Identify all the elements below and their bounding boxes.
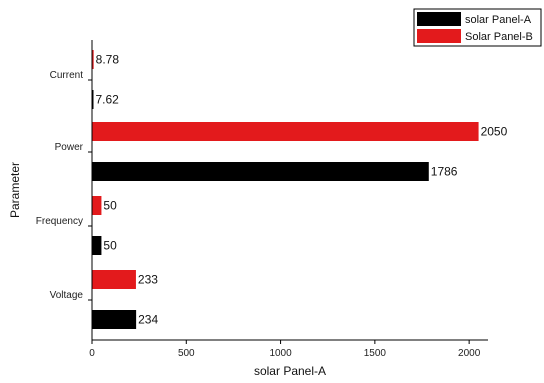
category-label-power: Power xyxy=(55,142,84,153)
bar-panel-b-voltage xyxy=(92,270,136,289)
data-label-panel-b-power: 2050 xyxy=(481,125,508,139)
x-tick-label: 1500 xyxy=(364,348,387,359)
x-axis-title: solar Panel-A xyxy=(254,364,326,378)
x-tick-label: 1000 xyxy=(269,348,292,359)
x-tick-label: 2000 xyxy=(458,348,481,359)
axes-group: 0 500 1000 1500 2000 Current Power Frequency Vol… xyxy=(36,40,488,359)
data-label-panel-a-power: 1786 xyxy=(431,165,458,179)
data-label-panel-a-frequency: 50 xyxy=(103,239,117,253)
data-label-panel-b-current: 8.78 xyxy=(96,53,120,67)
legend-swatch-panel-b xyxy=(417,29,461,43)
y-axis-title: Parameter xyxy=(8,162,22,218)
bar-panel-b-power xyxy=(92,122,479,141)
data-label-panel-a-voltage: 234 xyxy=(138,313,158,327)
data-labels-group: 8.78 7.62 2050 1786 50 50 233 234 xyxy=(96,53,508,327)
legend: solar Panel-A Solar Panel-B xyxy=(413,8,542,47)
data-label-panel-a-current: 7.62 xyxy=(96,93,120,107)
x-tick-label: 500 xyxy=(178,348,195,359)
legend-swatch-panel-a xyxy=(417,12,461,26)
bars-group xyxy=(92,50,479,329)
data-label-panel-b-voltage: 233 xyxy=(138,273,158,287)
data-label-panel-b-frequency: 50 xyxy=(103,199,117,213)
category-label-frequency: Frequency xyxy=(36,216,83,227)
bar-panel-a-current xyxy=(92,90,94,109)
x-tick-label: 0 xyxy=(89,348,95,359)
bar-panel-b-current xyxy=(92,50,94,69)
legend-label-panel-b: Solar Panel-B xyxy=(465,31,533,43)
bar-panel-b-frequency xyxy=(92,196,102,215)
category-label-voltage: Voltage xyxy=(50,290,84,301)
bar-panel-a-frequency xyxy=(92,236,102,255)
category-label-current: Current xyxy=(50,70,84,81)
bar-panel-a-voltage xyxy=(92,310,137,329)
legend-label-panel-a: solar Panel-A xyxy=(465,14,532,26)
bar-panel-a-power xyxy=(92,162,429,181)
